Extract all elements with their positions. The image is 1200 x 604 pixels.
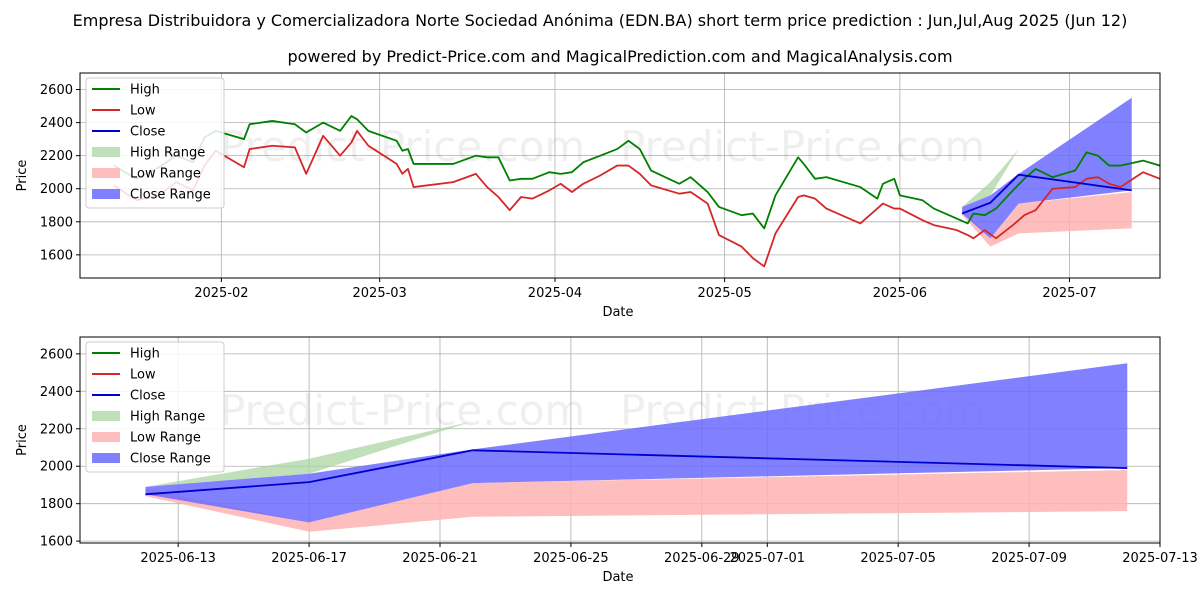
x-tick-label: 2025-02	[194, 286, 248, 301]
y-tick-label: 2400	[40, 385, 73, 400]
legend-swatch-high-range	[92, 147, 120, 157]
y-tick-label: 2400	[40, 116, 73, 131]
series-line-close	[145, 449, 1128, 496]
axes-frame	[79, 72, 1161, 279]
x-tick-label: 2025-07	[1042, 286, 1096, 301]
legend-label: Low Range	[130, 431, 201, 446]
axes-frame	[79, 336, 1161, 544]
range-band-low-range	[145, 469, 1128, 532]
legend-label: High	[130, 347, 160, 362]
legend-label: Low	[130, 104, 156, 119]
legend-label: Low	[130, 368, 156, 383]
x-tick-label: 2025-06-17	[271, 551, 347, 566]
x-tick-label: 2025-06-21	[402, 551, 478, 566]
x-tick-label: 2025-06-25	[533, 551, 609, 566]
series-line-low	[113, 129, 1160, 268]
legend-swatch-close-range	[92, 189, 120, 199]
bottom-panel: Predict-Price.comPredict-Price.com160018…	[15, 336, 1198, 585]
range-band-high-range	[962, 81, 1132, 207]
x-tick-label: 2025-06-29	[664, 551, 740, 566]
legend-label: High Range	[130, 146, 205, 161]
y-tick-label: 1600	[40, 535, 73, 550]
x-tick-label: 2025-07-05	[860, 551, 936, 566]
range-band-close-range	[145, 363, 1128, 523]
x-axis-label: Date	[602, 305, 633, 320]
chart-subtitle: powered by Predict-Price.com and Magical…	[287, 47, 952, 66]
plot-area	[113, 81, 1160, 268]
y-tick-label: 1800	[40, 497, 73, 512]
range-band-low-range	[962, 192, 1132, 247]
legend-swatch-close-range	[92, 453, 120, 463]
y-tick-label: 2600	[40, 347, 73, 362]
x-tick-label: 2025-07-09	[991, 551, 1067, 566]
range-band-close-range	[962, 97, 1132, 239]
y-tick-label: 2200	[40, 149, 73, 164]
y-tick-label: 1800	[40, 215, 73, 230]
x-tick-label: 2025-04	[528, 286, 582, 301]
legend-swatch-low-range	[92, 168, 120, 178]
y-tick-label: 2200	[40, 422, 73, 437]
x-tick-label: 2025-06-13	[140, 551, 216, 566]
legend-label: Close	[130, 389, 165, 404]
x-tick-label: 2025-05	[697, 286, 751, 301]
range-band-high-range	[145, 344, 1128, 487]
plot-area	[145, 344, 1128, 532]
series-line-high	[113, 115, 1160, 230]
y-tick-label: 2000	[40, 460, 73, 475]
legend-swatch-high-range	[92, 411, 120, 421]
x-tick-label: 2025-06	[873, 286, 927, 301]
y-axis-label: Price	[15, 424, 30, 456]
watermark-text: Predict-Price.com	[220, 386, 585, 435]
legend-box	[85, 77, 225, 209]
x-tick-label: 2025-07-13	[1122, 551, 1198, 566]
top-panel: Predict-Price.com Predict-Price.com160018…	[15, 72, 1161, 320]
y-tick-label: 2600	[40, 83, 73, 98]
y-tick-label: 2000	[40, 182, 73, 197]
y-tick-label: 1600	[40, 248, 73, 263]
legend-swatch-low-range	[92, 432, 120, 442]
legend-box	[85, 341, 225, 473]
legend-label: Close Range	[130, 452, 211, 467]
legend-label: High	[130, 83, 160, 98]
series-line-close	[961, 173, 1132, 215]
legend-label: Close	[130, 125, 165, 140]
legend-label: High Range	[130, 410, 205, 425]
chart-title: Empresa Distribuidora y Comercializadora…	[73, 11, 1128, 30]
x-axis-label: Date	[602, 570, 633, 585]
y-axis-label: Price	[15, 160, 30, 192]
legend: High Low Close High Range Low Range Close Ran…	[85, 77, 225, 209]
legend-label: Close Range	[130, 188, 211, 203]
x-tick-label: 2025-07-01	[729, 551, 805, 566]
legend-label: Low Range	[130, 167, 201, 182]
x-tick-label: 2025-03	[353, 286, 407, 301]
legend: High Low Close High Range Low Range Close Ran…	[85, 341, 225, 473]
